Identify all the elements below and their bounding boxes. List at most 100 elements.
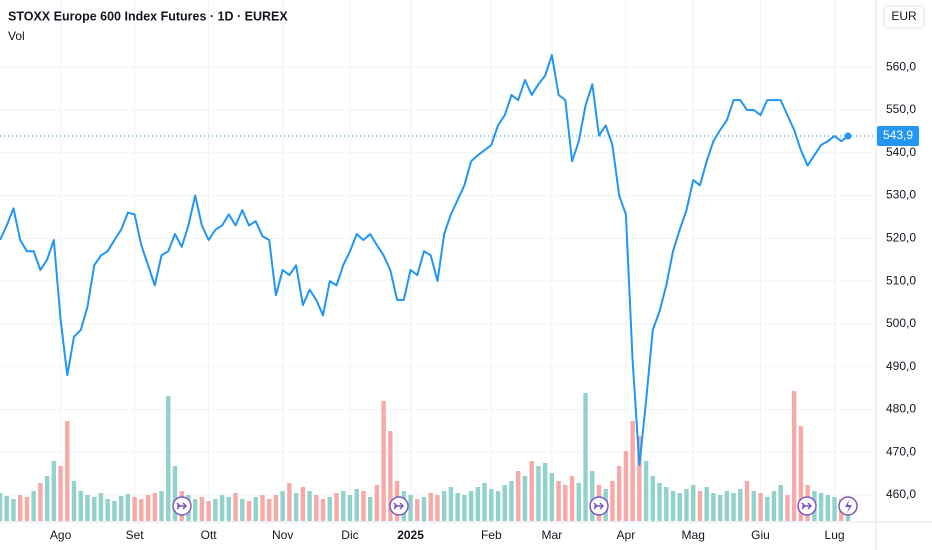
volume-bar: [818, 493, 824, 521]
volume-bar: [542, 463, 548, 521]
volume-bar: [347, 495, 353, 521]
volume-bar: [623, 451, 629, 521]
volume-bar: [341, 491, 346, 521]
volume-bar: [381, 401, 386, 521]
y-tick-label: 520,0: [886, 230, 916, 244]
x-tick-label: Apr: [617, 528, 636, 542]
volume-bar: [314, 495, 319, 521]
volume-bar: [502, 485, 507, 521]
last-price-label: 543,9: [883, 128, 913, 142]
volume-bar: [260, 495, 265, 521]
volume-bar: [563, 485, 568, 521]
last-point: [844, 132, 852, 140]
volume-bar: [832, 497, 837, 521]
volume-bar: [758, 493, 763, 521]
volume-bar: [213, 499, 218, 521]
volume-bar: [92, 497, 97, 521]
volume-bar: [246, 501, 252, 521]
volume-bar: [482, 483, 487, 521]
volume-label: Vol: [8, 29, 25, 43]
x-tick-label: Nov: [272, 528, 293, 542]
volume-bar: [334, 493, 339, 521]
x-tick-label: Lug: [825, 528, 845, 542]
y-tick-label: 480,0: [886, 402, 916, 416]
volume-bar: [717, 495, 723, 521]
volume-bar: [778, 485, 783, 521]
volume-bar: [132, 497, 137, 521]
y-tick-label: 460,0: [886, 487, 916, 501]
volume-bar: [428, 493, 433, 521]
volume-bar: [556, 481, 561, 521]
volume-bar: [610, 481, 615, 521]
volume-bar: [637, 436, 642, 521]
volume-bar: [670, 491, 676, 521]
volume-bar: [549, 473, 555, 521]
volume-bar: [233, 493, 238, 521]
chart-title: STOXX Europe 600 Index Futures · 1D · EU…: [8, 9, 288, 23]
currency[interactable]: EUR: [891, 9, 917, 23]
volume-bar: [159, 491, 164, 521]
volume-bar: [408, 495, 413, 521]
y-tick-label: 560,0: [886, 59, 916, 73]
y-tick-label: 470,0: [886, 444, 916, 458]
volume-bar: [643, 461, 649, 521]
volume-bar: [65, 421, 70, 521]
volume-bar: [327, 497, 332, 521]
volume-bar: [415, 499, 420, 521]
x-tick-label: Mar: [542, 528, 563, 542]
volume-bar: [388, 431, 393, 521]
volume-bar: [455, 493, 460, 521]
volume-bar: [785, 495, 790, 521]
volume-bar: [441, 491, 447, 521]
volume-bar: [105, 499, 110, 521]
volume-bar: [576, 483, 581, 521]
last-price-badge: [877, 126, 919, 147]
y-tick-label: 530,0: [886, 188, 916, 202]
volume-bar: [825, 495, 831, 521]
volume-bar: [240, 499, 245, 521]
volume-bar: [569, 476, 575, 521]
volume-bar: [664, 487, 669, 521]
volume-bar: [172, 466, 178, 521]
x-tick-label: Giu: [751, 528, 770, 542]
y-tick-label: 550,0: [886, 102, 916, 116]
volume-bar: [24, 497, 30, 521]
volume-bar: [300, 487, 306, 521]
volume-bar: [583, 393, 588, 521]
volume-bar: [354, 489, 359, 521]
y-tick-label: 510,0: [886, 273, 916, 287]
volume-bar: [139, 499, 144, 521]
x-tick-label: Ott: [201, 528, 218, 542]
volume-bar: [267, 499, 272, 521]
volume-bar: [677, 493, 682, 521]
volume-bar: [253, 497, 258, 521]
price-line: [0, 54, 849, 467]
volume-bar: [11, 499, 16, 521]
volume-bar: [744, 481, 750, 521]
currency-button[interactable]: [883, 5, 925, 29]
volume-bar: [273, 495, 279, 521]
x-tick-label: Mag: [682, 528, 705, 542]
y-tick-label: 540,0: [886, 145, 916, 159]
volume-bar: [287, 483, 292, 521]
volume-bar: [475, 487, 481, 521]
volume-bar: [630, 421, 635, 521]
event-icons: [172, 496, 858, 516]
volume-bar: [590, 471, 595, 521]
volume-bar: [711, 493, 716, 521]
volume-bar: [98, 493, 104, 521]
volume-bar: [0, 493, 3, 521]
volume-bar: [320, 499, 326, 521]
volume-bar: [112, 501, 117, 521]
volume-bar: [468, 491, 474, 521]
plot: [0, 54, 876, 467]
volume-bar: [462, 495, 467, 521]
volume-bar: [166, 396, 171, 521]
volume-bar: [616, 466, 622, 521]
volume-bar: [293, 493, 299, 521]
volume-bar: [85, 495, 90, 521]
grid: [0, 0, 876, 522]
volume-bar: [38, 483, 43, 521]
volume-bar: [31, 491, 36, 521]
